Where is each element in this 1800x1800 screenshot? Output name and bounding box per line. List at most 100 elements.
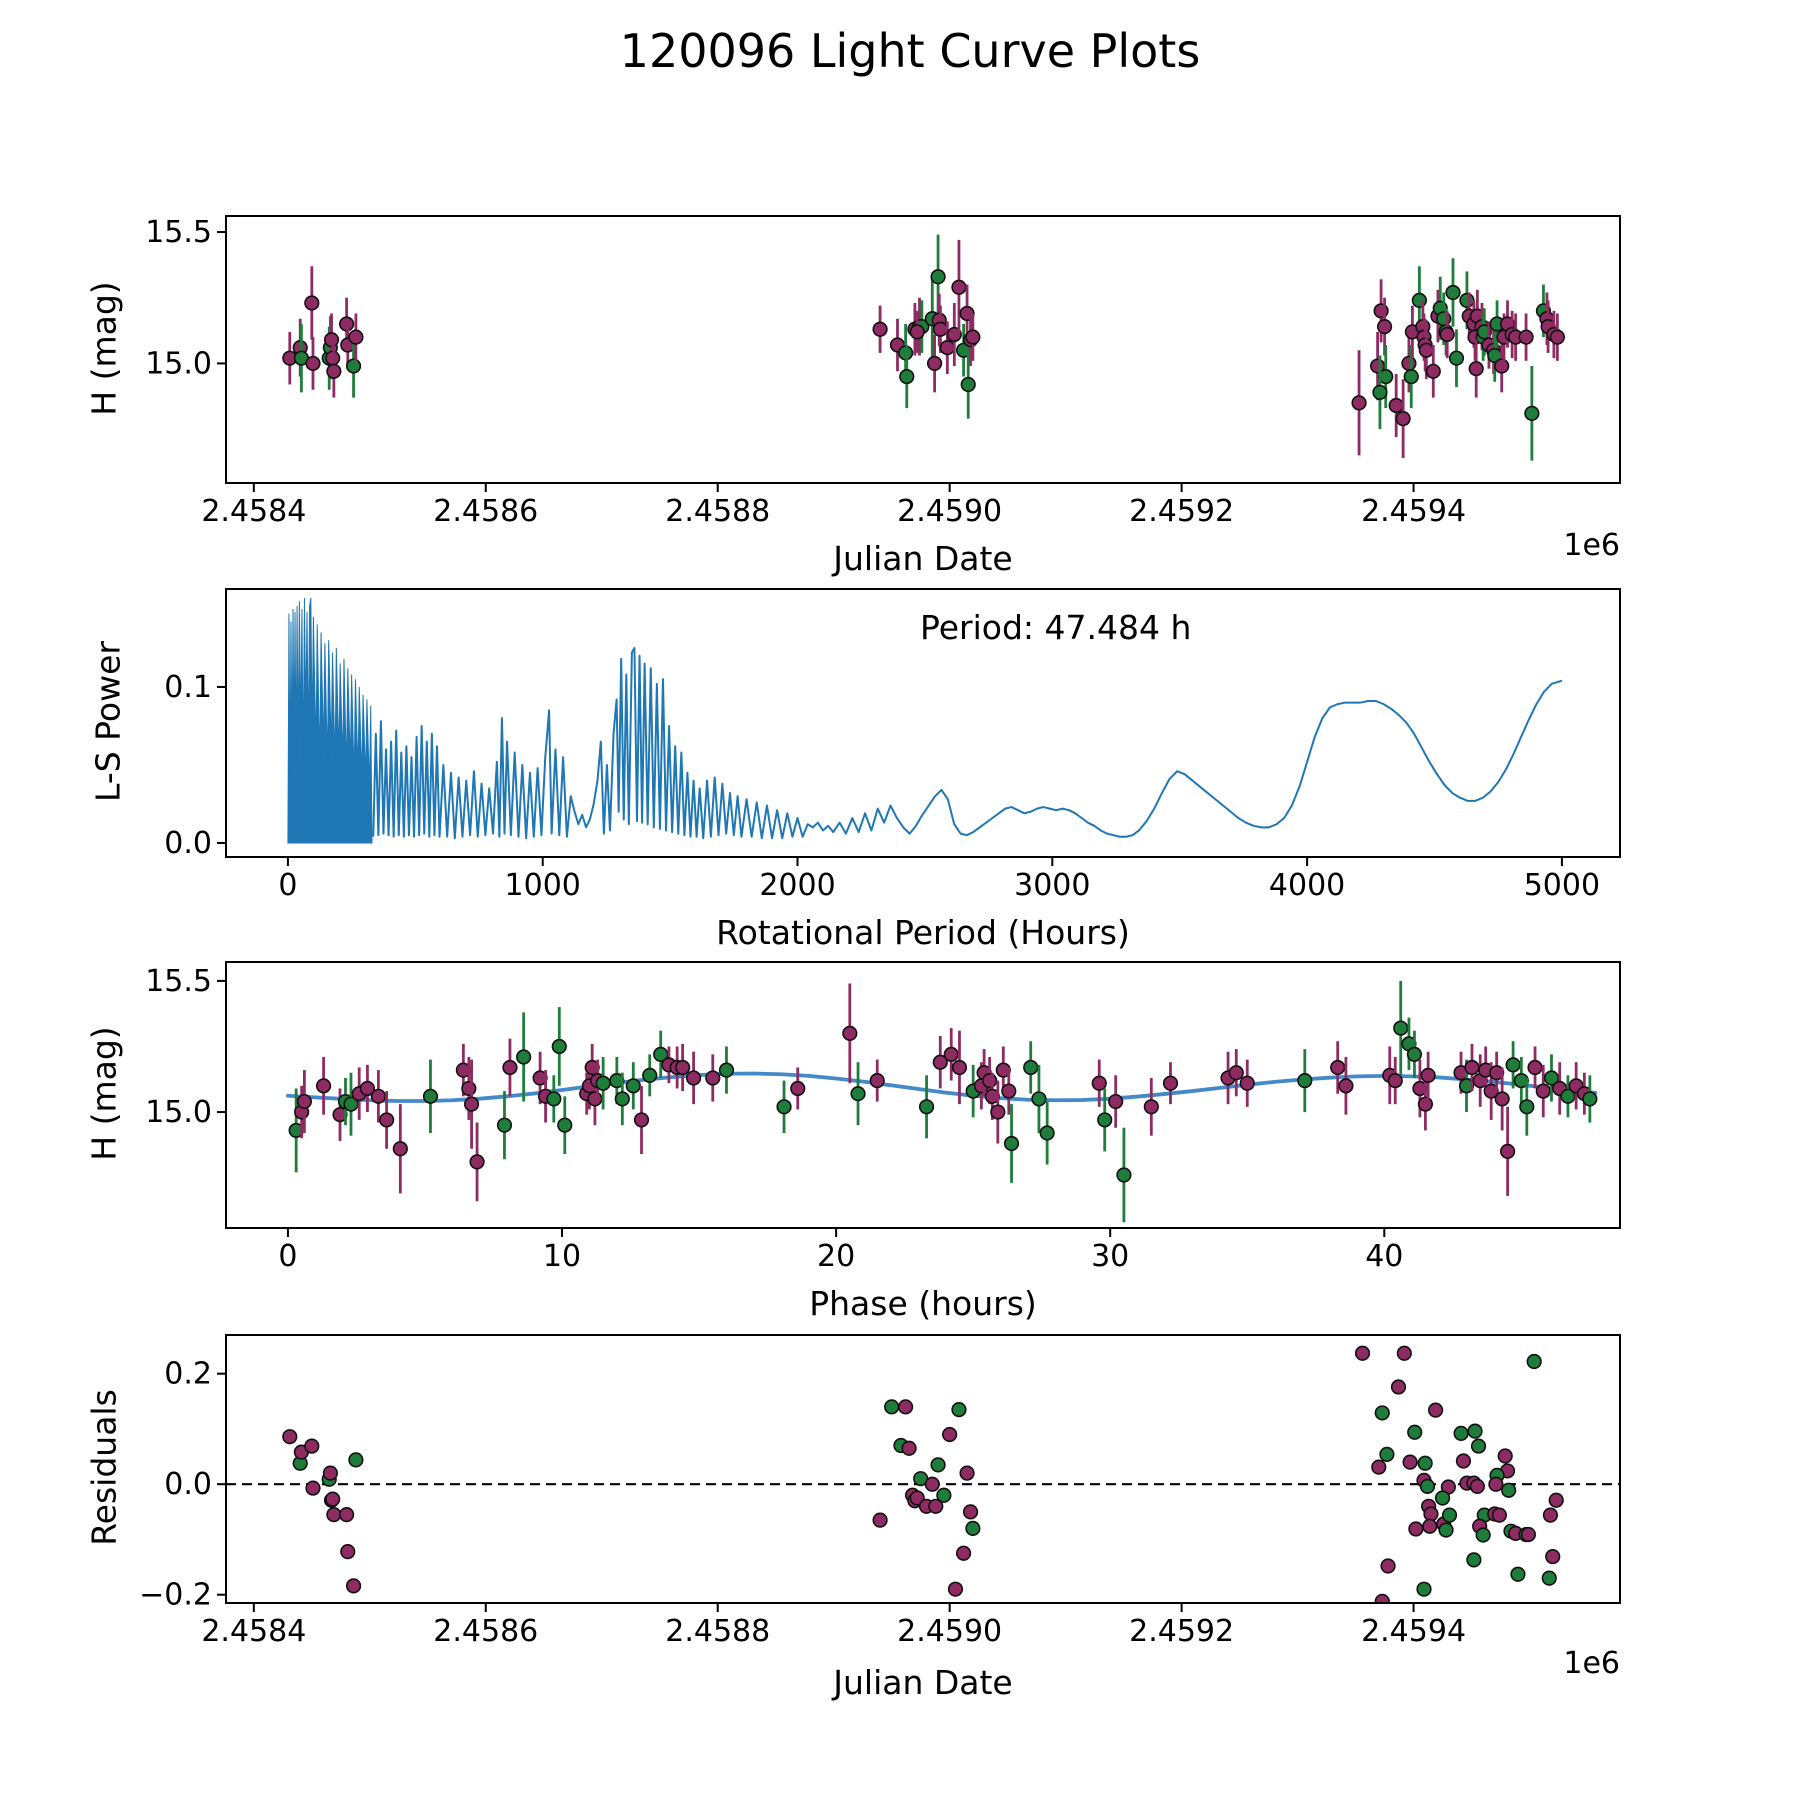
y-tick-label: 0.2 <box>164 1357 212 1392</box>
data-point <box>718 1062 735 1078</box>
data-point <box>1420 1067 1436 1083</box>
data-point <box>955 1545 972 1561</box>
x-tick-label: 2.4590 <box>897 494 1002 529</box>
data-point <box>990 1104 1006 1120</box>
data-point <box>496 1117 513 1133</box>
data-point <box>909 1490 925 1506</box>
y-tick-label: 15.5 <box>145 964 212 999</box>
data-point <box>1518 329 1534 345</box>
x-tick-label: 2.4586 <box>433 1614 538 1649</box>
data-point <box>1408 1521 1424 1537</box>
jd-magnitude-panel-data <box>282 234 1565 461</box>
x-tick-label: 2.4586 <box>433 494 538 529</box>
data-point <box>1524 405 1540 421</box>
data-point <box>1497 1448 1513 1464</box>
data-point <box>282 1429 298 1445</box>
data-point <box>939 340 955 356</box>
julian-date-xlabel-bottom: Julian Date <box>833 1663 1013 1702</box>
data-point <box>546 1091 562 1107</box>
data-point <box>959 1465 975 1481</box>
data-point <box>675 1059 691 1076</box>
data-point <box>898 1399 914 1415</box>
data-point <box>345 1578 362 1594</box>
phase-panel-data <box>286 980 1598 1223</box>
data-point <box>1108 1093 1124 1110</box>
data-point <box>924 1476 940 1492</box>
data-point <box>1468 361 1484 377</box>
data-point <box>305 355 321 372</box>
phase-panel: 0 10 20 30 40 15.0 15.5 <box>145 961 1621 1274</box>
data-point <box>1297 1072 1313 1089</box>
x-tick-label: 0 <box>278 868 297 903</box>
axis-offset-1e6-top: 1e6 <box>1563 528 1620 563</box>
h-mag-ylabel-phase: H (mag) <box>84 1026 124 1161</box>
axes-spines <box>225 1334 1621 1604</box>
data-point <box>463 1096 480 1112</box>
data-point <box>1379 1446 1395 1462</box>
data-point <box>850 1086 866 1102</box>
data-point <box>1526 1353 1542 1370</box>
x-tick-label: 2.4584 <box>201 494 306 529</box>
data-point <box>642 1067 658 1083</box>
jd-magnitude-panel: 2.4584 2.4586 2.4588 2.4590 2.4592 2.4594 15.0… <box>145 215 1621 529</box>
residuals-panel: 2.4584 2.4586 2.4588 2.4590 2.4592 2.4594 −0.2… <box>139 1334 1621 1649</box>
data-point <box>1445 284 1461 301</box>
data-point <box>587 1091 603 1107</box>
x-tick-label: 10 <box>543 1239 581 1274</box>
data-point <box>1419 1478 1436 1495</box>
data-point <box>962 1504 979 1520</box>
data-point <box>1039 1125 1055 1141</box>
data-point <box>326 1506 342 1523</box>
data-point <box>1434 1490 1451 1506</box>
data-point <box>1388 397 1404 414</box>
data-point <box>1354 1345 1371 1361</box>
data-point <box>942 1426 958 1443</box>
x-tick-label: 2.4590 <box>897 1614 1002 1649</box>
data-point <box>340 1544 356 1560</box>
data-point <box>370 1088 386 1104</box>
data-point <box>1467 1423 1483 1439</box>
axes-spines <box>225 215 1621 484</box>
data-point <box>1535 1083 1551 1099</box>
data-point <box>928 1498 944 1514</box>
data-point <box>551 1038 567 1055</box>
chart-title: 120096 Light Curve Plots <box>619 24 1201 78</box>
data-point <box>884 1399 900 1415</box>
data-point <box>1470 1438 1487 1454</box>
data-point <box>918 1099 935 1115</box>
data-point <box>325 1491 341 1507</box>
data-point <box>392 1141 408 1157</box>
data-point <box>595 1075 611 1091</box>
axes-spines <box>225 961 1621 1229</box>
data-point <box>1162 1075 1179 1091</box>
data-point <box>1520 1526 1536 1543</box>
data-point <box>1371 1459 1387 1475</box>
data-point <box>685 1070 702 1086</box>
data-point <box>305 1480 321 1496</box>
data-point <box>322 1465 338 1481</box>
data-point <box>1494 358 1510 374</box>
x-tick-label: 20 <box>817 1239 855 1274</box>
data-point <box>1418 342 1434 358</box>
x-tick-label: 2.4594 <box>1361 494 1466 529</box>
y-tick-label: 15.0 <box>145 346 212 381</box>
y-tick-label: −0.2 <box>139 1578 212 1613</box>
data-point <box>1116 1167 1132 1183</box>
period-annotation: Period: 47.484 h <box>920 608 1192 647</box>
data-point <box>502 1059 518 1076</box>
data-point <box>1422 1518 1438 1534</box>
data-point <box>653 1046 669 1062</box>
data-point <box>943 1046 959 1062</box>
data-point <box>1097 1112 1113 1128</box>
rotational-period-xlabel: Rotational Period (Hours) <box>716 913 1130 952</box>
data-point <box>379 1112 395 1128</box>
data-point <box>345 358 362 374</box>
data-point <box>1453 1425 1469 1441</box>
data-point <box>461 1080 477 1097</box>
data-point <box>951 1401 967 1418</box>
y-tick-label: 15.0 <box>145 1095 212 1130</box>
x-tick-label: 2.4588 <box>665 1614 770 1649</box>
data-point <box>1374 1593 1390 1603</box>
data-point <box>359 1080 376 1097</box>
